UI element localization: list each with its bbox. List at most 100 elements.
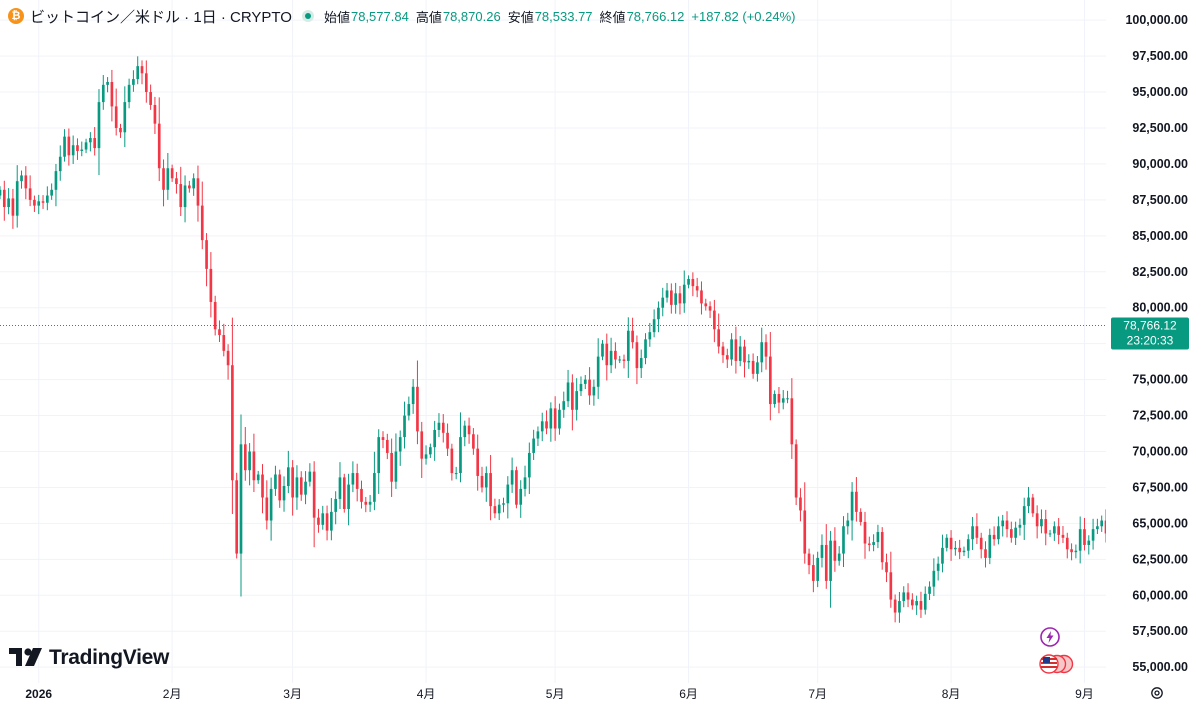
candle [1065, 532, 1069, 559]
candle-body [941, 547, 944, 564]
candle [321, 505, 325, 530]
candle [1070, 543, 1073, 561]
candle [713, 299, 716, 343]
candle [394, 433, 398, 489]
candle-body [747, 360, 751, 363]
candle-body [1001, 520, 1005, 527]
candle-body [639, 358, 643, 369]
candle [484, 466, 488, 502]
candle [114, 88, 118, 136]
candle [101, 75, 105, 110]
price-tick-label: 60,000.00 [1132, 588, 1188, 602]
candle [162, 159, 165, 207]
candle [1048, 529, 1052, 538]
candle [360, 480, 363, 509]
candle [1096, 518, 1099, 535]
candle-body [898, 601, 901, 613]
candle-body [1027, 497, 1030, 507]
candle-body [665, 290, 669, 298]
candle [979, 532, 983, 559]
candle-body [153, 104, 157, 124]
candle-body [248, 451, 251, 471]
candle [459, 412, 462, 483]
candle-body [812, 565, 815, 581]
lightning-icon[interactable] [1040, 627, 1060, 647]
candle-body [997, 526, 1000, 540]
candle [222, 323, 226, 357]
candle-body [209, 268, 213, 302]
candle-body [911, 599, 914, 606]
candle-body [1005, 520, 1009, 530]
candle [317, 508, 320, 533]
candle [110, 69, 114, 122]
candle [773, 390, 776, 408]
candle [385, 433, 389, 460]
candle [1100, 515, 1104, 532]
candle [243, 426, 247, 481]
candle [601, 340, 604, 361]
us-flag-icon[interactable] [1038, 654, 1076, 674]
candle-body [179, 184, 183, 208]
candle-body [923, 593, 927, 610]
candle-body [1009, 529, 1013, 538]
candle [1009, 521, 1013, 543]
symbol-header[interactable]: ₿ ビットコイン／米ドル · 1日 · CRYPTO 始値 78,577.84 … [8, 6, 802, 26]
candle [717, 313, 721, 354]
price-tick-label: 97,500.00 [1132, 49, 1188, 63]
candle-body [984, 549, 987, 558]
symbol-title[interactable]: ビットコイン／米ドル · 1日 · CRYPTO [30, 8, 292, 26]
candle-body [239, 444, 243, 554]
candle-body [730, 339, 733, 360]
candle-body [411, 386, 415, 405]
candle-body [536, 431, 540, 439]
candle [562, 391, 566, 418]
candle-body [1083, 529, 1086, 545]
candle [558, 403, 561, 435]
candle-body [390, 452, 393, 482]
candle-body [648, 332, 652, 340]
candle [196, 165, 200, 222]
candle-body [188, 185, 191, 189]
candle [790, 378, 794, 459]
time-tick-label: 4月 [417, 687, 436, 701]
candle [256, 470, 260, 484]
candle-body [626, 330, 630, 361]
candle-body [725, 355, 729, 360]
candle [80, 141, 84, 157]
candle [532, 429, 535, 460]
candle-body [101, 84, 105, 103]
candle [704, 298, 708, 311]
candle [816, 551, 819, 588]
candle-body [829, 540, 832, 581]
settings-gear-icon[interactable] [1150, 686, 1164, 700]
candle-body [463, 425, 467, 438]
candle [450, 443, 454, 481]
candle-body [265, 497, 269, 521]
candle [312, 461, 316, 548]
candle-body [777, 393, 781, 403]
candle-body [932, 570, 936, 587]
candle-body [1014, 527, 1017, 538]
candle [622, 354, 626, 369]
candle [269, 477, 273, 541]
candle-body [816, 557, 819, 581]
candle [682, 270, 686, 313]
candle-body [540, 421, 544, 432]
time-tick-label: 5月 [546, 687, 565, 701]
candle [786, 390, 789, 404]
price-tick-label: 57,500.00 [1132, 624, 1188, 638]
candle-body [1044, 519, 1048, 534]
candle [1040, 509, 1043, 534]
candle-body [1078, 529, 1082, 551]
candle [579, 376, 583, 396]
candle [2, 180, 6, 221]
candle-body [7, 198, 10, 208]
price-tag [1111, 317, 1189, 350]
candle [657, 301, 660, 333]
tradingview-logo[interactable]: TradingView [9, 646, 169, 670]
candle [127, 78, 131, 109]
candle [33, 195, 36, 212]
candle-body [545, 421, 548, 429]
candle-body [876, 532, 880, 543]
